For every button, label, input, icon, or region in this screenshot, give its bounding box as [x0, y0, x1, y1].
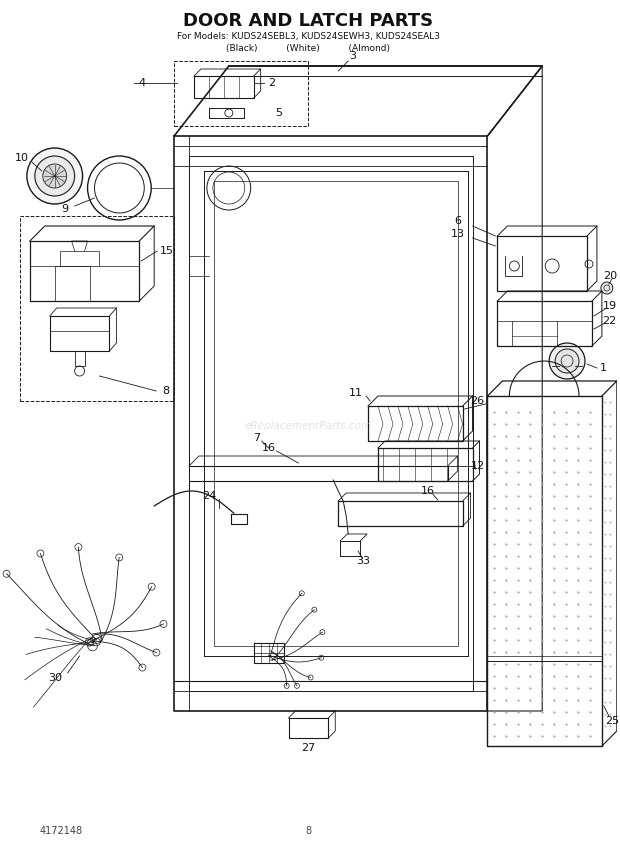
Text: 5: 5 — [275, 108, 282, 118]
Text: 20: 20 — [603, 271, 617, 281]
Text: 10: 10 — [15, 153, 29, 163]
Text: 8: 8 — [305, 826, 311, 836]
Text: 24: 24 — [202, 491, 216, 501]
Text: 4: 4 — [139, 78, 146, 88]
Text: 22: 22 — [603, 316, 617, 326]
Text: 3: 3 — [350, 51, 356, 61]
Text: 2: 2 — [268, 78, 275, 88]
Text: eReplacementParts.com: eReplacementParts.com — [245, 421, 372, 431]
Text: 33: 33 — [356, 556, 370, 566]
Text: 9: 9 — [61, 204, 68, 214]
Text: 13: 13 — [451, 229, 464, 239]
Text: (Black)          (White)          (Almond): (Black) (White) (Almond) — [226, 44, 391, 52]
Circle shape — [35, 156, 74, 196]
Text: 6: 6 — [454, 216, 461, 226]
Text: 1: 1 — [600, 363, 607, 373]
Circle shape — [27, 148, 82, 204]
Bar — [174, 61, 308, 126]
Text: 25: 25 — [604, 716, 619, 726]
Circle shape — [43, 164, 67, 188]
Text: 12: 12 — [471, 461, 485, 471]
Text: 11: 11 — [349, 388, 363, 398]
Circle shape — [601, 282, 613, 294]
Text: For Models: KUDS24SEBL3, KUDS24SEWH3, KUDS24SEAL3: For Models: KUDS24SEBL3, KUDS24SEWH3, KU… — [177, 32, 440, 40]
Circle shape — [555, 349, 579, 373]
Text: 26: 26 — [471, 396, 485, 406]
Text: 7: 7 — [253, 433, 260, 443]
Text: DOOR AND LATCH PARTS: DOOR AND LATCH PARTS — [184, 12, 433, 30]
Text: 8: 8 — [162, 386, 170, 396]
Text: 16: 16 — [421, 486, 435, 496]
Text: 27: 27 — [301, 743, 316, 753]
Text: 16: 16 — [262, 443, 276, 453]
Text: 30: 30 — [48, 673, 62, 683]
Circle shape — [549, 343, 585, 379]
Text: 19: 19 — [603, 301, 617, 311]
Text: 4172148: 4172148 — [40, 826, 83, 836]
Bar — [20, 216, 174, 401]
Text: 15: 15 — [160, 246, 174, 256]
